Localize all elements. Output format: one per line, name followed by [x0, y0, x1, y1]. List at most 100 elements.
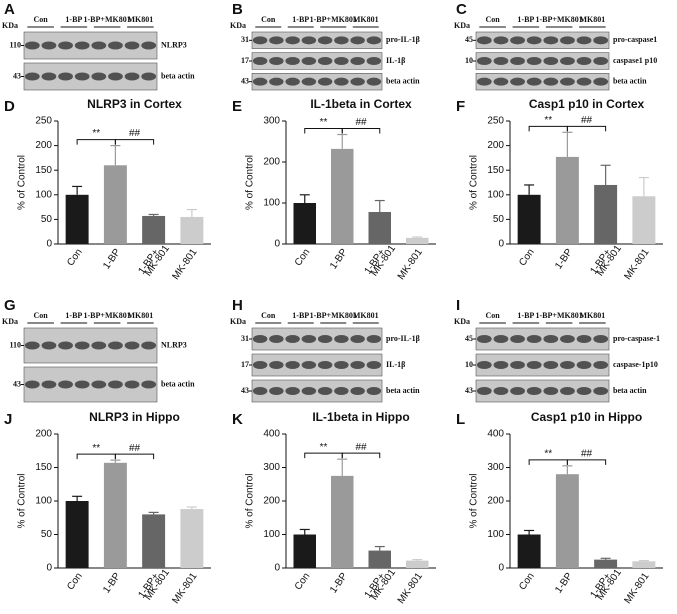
x-tick-label: MK-801: [622, 571, 651, 606]
y-tick-label: 0: [46, 239, 52, 250]
x-tick-label: 1-BP: [101, 247, 123, 272]
blot-band: [141, 41, 157, 50]
blot-band: [510, 361, 525, 369]
y-tick-label: 100: [487, 529, 504, 540]
chart-title: Casp1 p10 in Hippo: [531, 410, 642, 424]
significance-label: **: [320, 442, 328, 453]
blot-band: [493, 361, 509, 369]
blot-band: [74, 380, 90, 389]
bar: [103, 462, 127, 568]
blot-band: [493, 77, 509, 86]
kda-label: KDa: [454, 317, 470, 326]
blot-band: [41, 41, 57, 50]
bar: [103, 165, 127, 244]
y-tick-label: 50: [493, 214, 505, 225]
y-axis-label: % of Control: [469, 155, 480, 210]
group-label: 1-BP: [292, 311, 309, 320]
row-label: beta actin: [613, 386, 647, 395]
blot-band: [317, 36, 333, 45]
bar: [555, 156, 579, 244]
blot-band: [543, 57, 559, 65]
blot-band: [350, 77, 365, 86]
chart-title: IL-1beta in Cortex: [310, 97, 412, 111]
y-axis-label: % of Control: [469, 473, 480, 528]
blot-band: [58, 380, 73, 389]
blot-band: [124, 380, 140, 389]
error-bar: [374, 545, 385, 551]
panel-letter: H: [232, 297, 243, 314]
y-tick-label: 200: [487, 140, 504, 151]
y-tick-label: 0: [46, 563, 52, 574]
blot-band: [285, 77, 300, 86]
y-tick-label: 250: [487, 116, 504, 127]
blot-band: [476, 387, 492, 395]
panel-letter: D: [4, 98, 15, 115]
blot-band: [74, 41, 90, 50]
bar: [594, 559, 618, 568]
y-tick-label: 150: [35, 462, 52, 473]
y-tick-label: 250: [35, 116, 52, 127]
group-label: MK801: [127, 15, 153, 24]
blot-band: [593, 77, 609, 86]
blot-band: [269, 77, 284, 86]
y-tick-label: 100: [263, 529, 280, 540]
mw-label: 45: [465, 35, 473, 44]
y-tick-label: 50: [41, 214, 53, 225]
blot-band: [141, 341, 157, 350]
blot-band: [350, 57, 365, 65]
group-label: 1-BP: [517, 311, 534, 320]
row-label: beta actin: [613, 76, 647, 85]
row-label: pro-IL-1β: [386, 334, 420, 343]
blot-band: [476, 335, 492, 343]
significance-bracket: [114, 453, 155, 460]
blot-band: [301, 387, 317, 395]
blot-band: [41, 341, 57, 350]
blot-band: [41, 380, 57, 389]
blot-band: [269, 36, 284, 45]
blot-band: [476, 57, 492, 65]
bar: [142, 514, 166, 568]
bar: [632, 196, 656, 244]
blot-band: [141, 72, 157, 81]
y-tick-label: 400: [487, 429, 504, 440]
blot-band: [301, 361, 317, 369]
significance-bracket: [304, 452, 343, 459]
blot-band: [543, 77, 559, 86]
blot-band: [476, 361, 492, 369]
bar: [331, 148, 354, 244]
x-tick-label: MK-801: [622, 247, 651, 282]
blot-band: [91, 341, 107, 350]
blot-band: [593, 387, 609, 395]
significance-label: ##: [581, 448, 593, 459]
group-label: 1-BP: [292, 15, 309, 24]
blot-band: [108, 341, 123, 350]
blot-band: [350, 361, 365, 369]
mw-label: 31: [241, 35, 249, 44]
y-axis-label: % of Control: [245, 473, 256, 528]
blot-band: [366, 387, 382, 395]
y-tick-label: 100: [35, 189, 52, 200]
x-tick-label: Con: [65, 247, 85, 268]
bar: [293, 534, 316, 568]
group-label: 1-BP+MK801: [536, 311, 583, 320]
error-bar: [299, 528, 310, 535]
y-tick-label: 200: [263, 496, 280, 507]
blot-band: [269, 335, 284, 343]
blot-band: [576, 387, 592, 395]
error-bar: [562, 131, 573, 157]
mw-label: 43: [13, 71, 21, 80]
error-bar: [600, 164, 611, 185]
chart-title: IL-1beta in Hippo: [312, 410, 409, 424]
error-bar: [337, 133, 348, 149]
y-tick-label: 400: [263, 429, 280, 440]
row-label: IL-1β: [386, 56, 405, 65]
blot-band: [124, 72, 140, 81]
x-tick-label: MK-801: [396, 247, 425, 282]
mw-label: 45: [465, 334, 473, 343]
blot-band: [334, 387, 349, 395]
group-label: 1-BP+MK801: [310, 15, 357, 24]
blot-strip: [475, 73, 610, 91]
blot-band: [576, 361, 592, 369]
error-bar: [299, 194, 310, 203]
mw-label: 17: [241, 56, 249, 65]
